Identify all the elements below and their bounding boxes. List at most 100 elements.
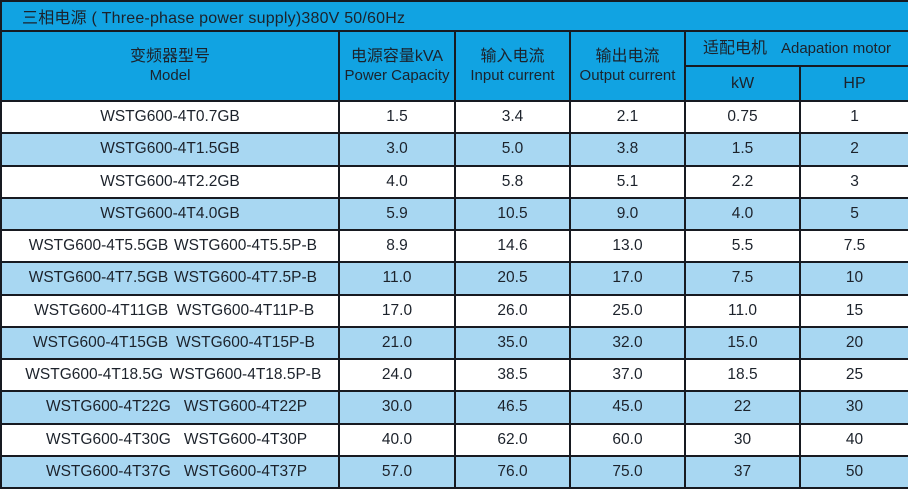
motor-kw-cell: 0.75 xyxy=(684,99,801,135)
power-capacity-cell: 1.5 xyxy=(338,99,456,135)
model-name-1: WSTG600-4T4.0GB xyxy=(100,204,240,222)
model-cell: WSTG600-4T22G WSTG600-4T22P xyxy=(0,390,340,425)
model-name-1: WSTG600-4T22G xyxy=(45,398,171,416)
table-title: 三相电源 ( Three-phase power supply)380V 50/… xyxy=(0,0,908,32)
col-header-output-en: Output current xyxy=(579,67,676,84)
model-name-2: WSTG600-4T37P xyxy=(183,462,308,480)
motor-hp-cell: 10 xyxy=(798,261,908,296)
table-title-row: 三相电源 ( Three-phase power supply)380V 50/… xyxy=(0,0,908,32)
input-current-cell: 46.5 xyxy=(454,390,571,425)
col-header-power-zh: 电源容量kVA xyxy=(350,48,444,65)
output-current-cell: 25.0 xyxy=(569,293,686,328)
table-row: WSTG600-4T15GB WSTG600-4T15P-B 21.0 35.0 … xyxy=(0,325,908,361)
motor-kw-cell: 4.0 xyxy=(684,196,801,232)
model-cell: WSTG600-4T4.0GB xyxy=(0,196,340,232)
power-capacity-cell: 3.0 xyxy=(338,132,456,167)
motor-kw-cell: 7.5 xyxy=(684,261,801,296)
motor-kw-cell: 15.0 xyxy=(684,325,801,361)
col-header-power-capacity: 电源容量kVA Power Capacity xyxy=(338,30,456,102)
model-cell: WSTG600-4T1.5GB xyxy=(0,132,340,167)
model-cell: WSTG600-4T7.5GB WSTG600-4T7.5P-B xyxy=(0,261,340,296)
motor-kw-cell: 1.5 xyxy=(684,132,801,167)
model-name-1: WSTG600-4T11GB xyxy=(34,301,169,319)
table-row: WSTG600-4T37G WSTG600-4T37P 57.0 76.0 75.… xyxy=(0,454,908,489)
output-current-cell: 13.0 xyxy=(569,228,686,264)
power-capacity-cell: 11.0 xyxy=(338,261,456,296)
col-header-model-zh: 变频器型号 xyxy=(129,48,210,65)
output-current-cell: 5.1 xyxy=(569,164,686,199)
model-cell: WSTG600-4T0.7GB xyxy=(0,99,340,135)
col-header-output-zh: 输出电流 xyxy=(595,48,660,65)
table-row: WSTG600-4T4.0GB 5.9 10.5 9.0 4.0 5 xyxy=(0,196,908,232)
col-header-model: 变频器型号 Model xyxy=(0,30,340,102)
output-current-cell: 45.0 xyxy=(569,390,686,425)
motor-hp-cell: 50 xyxy=(798,454,908,489)
model-name-1: WSTG600-4T37G xyxy=(45,462,171,480)
output-current-cell: 9.0 xyxy=(569,196,686,232)
col-header-output-current: 输出电流 Output current xyxy=(569,30,686,102)
model-cell: WSTG600-4T15GB WSTG600-4T15P-B xyxy=(0,325,340,361)
power-capacity-cell: 21.0 xyxy=(338,325,456,361)
output-current-cell: 32.0 xyxy=(569,325,686,361)
motor-hp-cell: 30 xyxy=(798,390,908,425)
input-current-cell: 5.0 xyxy=(454,132,571,167)
model-name-2: WSTG600-4T18.5P-B xyxy=(169,366,322,384)
motor-kw-cell: 30 xyxy=(684,422,801,457)
motor-hp-cell: 40 xyxy=(798,422,908,457)
motor-kw-cell: 37 xyxy=(684,454,801,489)
model-name-1: WSTG600-4T5.5GB xyxy=(28,237,169,255)
col-header-input-zh: 输入电流 xyxy=(480,48,545,65)
model-name-1: WSTG600-4T0.7GB xyxy=(100,108,240,126)
power-capacity-cell: 4.0 xyxy=(338,164,456,199)
table-row: WSTG600-4T5.5GB WSTG600-4T5.5P-B 8.9 14.6… xyxy=(0,228,908,264)
input-current-cell: 35.0 xyxy=(454,325,571,361)
power-capacity-cell: 24.0 xyxy=(338,357,456,393)
output-current-cell: 60.0 xyxy=(569,422,686,457)
model-cell: WSTG600-4T11GB WSTG600-4T11P-B xyxy=(0,293,340,328)
output-current-cell: 2.1 xyxy=(569,99,686,135)
motor-hp-cell: 1 xyxy=(798,99,908,135)
model-cell: WSTG600-4T37G WSTG600-4T37P xyxy=(0,454,340,489)
model-name-2: WSTG600-4T15P-B xyxy=(176,333,315,351)
input-current-cell: 10.5 xyxy=(454,196,571,232)
table-row: WSTG600-4T18.5G WSTG600-4T18.5P-B 24.0 38… xyxy=(0,357,908,393)
motor-hp-cell: 7.5 xyxy=(798,228,908,264)
col-header-input-current: 输入电流 Input current xyxy=(454,30,571,102)
col-header-kw: kW xyxy=(684,65,801,102)
model-name-1: WSTG600-4T7.5GB xyxy=(28,269,169,287)
input-current-cell: 20.5 xyxy=(454,261,571,296)
motor-kw-cell: 5.5 xyxy=(684,228,801,264)
col-header-adaptation-motor: 适配电机 Adapation motor xyxy=(683,30,908,67)
input-current-cell: 76.0 xyxy=(454,454,571,489)
model-cell: WSTG600-4T2.2GB xyxy=(0,164,340,199)
output-current-cell: 75.0 xyxy=(569,454,686,489)
output-current-cell: 17.0 xyxy=(569,261,686,296)
motor-kw-cell: 18.5 xyxy=(684,357,801,393)
motor-hp-cell: 20 xyxy=(798,325,908,361)
motor-hp-cell: 5 xyxy=(798,196,908,232)
table-row: WSTG600-4T7.5GB WSTG600-4T7.5P-B 11.0 20.… xyxy=(0,261,908,296)
input-current-cell: 26.0 xyxy=(454,293,571,328)
model-name-1: WSTG600-4T18.5G xyxy=(25,366,164,384)
model-name-1: WSTG600-4T30G xyxy=(45,430,171,448)
input-current-cell: 38.5 xyxy=(454,357,571,393)
input-current-cell: 3.4 xyxy=(454,99,571,135)
table-row: WSTG600-4T22G WSTG600-4T22P 30.0 46.5 45.… xyxy=(0,390,908,425)
model-cell: WSTG600-4T5.5GB WSTG600-4T5.5P-B xyxy=(0,228,340,264)
table-row: WSTG600-4T0.7GB 1.5 3.4 2.1 0.75 1 xyxy=(0,99,908,135)
model-name-2: WSTG600-4T5.5P-B xyxy=(174,237,317,255)
table-row: WSTG600-4T1.5GB 3.0 5.0 3.8 1.5 2 xyxy=(0,132,908,167)
power-capacity-cell: 57.0 xyxy=(338,454,456,489)
col-header-model-en: Model xyxy=(149,67,191,84)
input-current-cell: 14.6 xyxy=(454,228,571,264)
model-cell: WSTG600-4T30G WSTG600-4T30P xyxy=(0,422,340,457)
motor-hp-cell: 25 xyxy=(798,357,908,393)
model-name-1: WSTG600-4T1.5GB xyxy=(100,140,240,158)
power-capacity-cell: 5.9 xyxy=(338,196,456,232)
table-row: WSTG600-4T2.2GB 4.0 5.8 5.1 2.2 3 xyxy=(0,164,908,199)
model-name-1: WSTG600-4T15GB xyxy=(33,333,169,351)
power-capacity-cell: 17.0 xyxy=(338,293,456,328)
motor-kw-cell: 2.2 xyxy=(684,164,801,199)
model-name-2: WSTG600-4T11P-B xyxy=(176,301,315,319)
